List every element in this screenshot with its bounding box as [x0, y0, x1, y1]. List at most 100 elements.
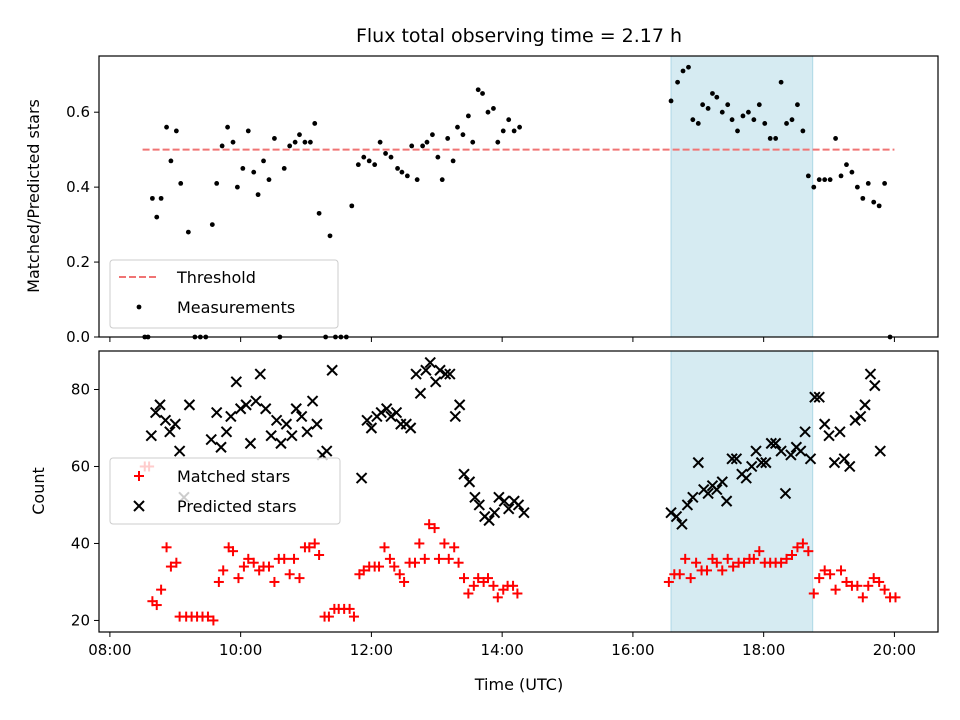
- measurement-point: [460, 132, 466, 138]
- measurement-point: [480, 91, 485, 96]
- predicted-star-point: [424, 356, 436, 369]
- measurement-point: [383, 151, 388, 156]
- axes-frame-count: [98, 350, 939, 633]
- predicted-star-point: [295, 410, 308, 423]
- predicted-star-point: [215, 441, 227, 453]
- matched-star-point: [711, 557, 722, 568]
- measurement-point: [327, 233, 333, 239]
- matched-star-point: [394, 569, 405, 580]
- matched-star-point: [680, 553, 691, 564]
- predicted-star-point: [760, 456, 772, 469]
- y-tick-label: 0.6: [66, 103, 90, 121]
- matched-star-point: [248, 557, 259, 568]
- matched-star-point: [414, 538, 425, 549]
- measurement-point: [773, 136, 779, 141]
- measurement-point: [251, 169, 257, 175]
- predicted-star-point: [404, 422, 417, 434]
- y-tick-label: 0.4: [66, 178, 90, 196]
- predicted-star-point: [769, 437, 782, 450]
- matched-star-point: [379, 542, 390, 553]
- matched-star-point: [151, 600, 162, 611]
- measurement-point: [778, 79, 784, 85]
- matched-star-point: [739, 557, 750, 568]
- predicted-star-point: [874, 445, 886, 457]
- matched-star-point: [868, 573, 879, 584]
- matched-star-point: [453, 557, 464, 568]
- predicted-star-point: [799, 426, 811, 438]
- panel-count: 08:00 10:00 12:00 14:00 16:00 18:00 20:00 20 40 6…: [29, 350, 939, 694]
- measurement-point: [168, 158, 174, 164]
- measurement-point: [404, 173, 410, 179]
- measurement-point: [767, 136, 773, 141]
- matched-star-point: [814, 573, 825, 584]
- predicted-star-point: [244, 437, 257, 450]
- predicted-star-point: [750, 445, 762, 457]
- matched-star-point: [492, 592, 503, 603]
- predicted-star-point: [854, 410, 867, 423]
- predicted-star-point: [849, 414, 861, 426]
- predicted-star-point: [687, 491, 699, 503]
- legend-swatch-matched: [134, 471, 144, 481]
- predicted-star-point: [458, 468, 470, 480]
- measurement-point: [302, 139, 308, 145]
- predicted-star-point: [439, 368, 452, 380]
- legend-swatch-predicted: [133, 500, 145, 512]
- matched-star-point: [443, 553, 454, 564]
- matched-star-point: [344, 603, 355, 614]
- measurement-point: [455, 124, 460, 130]
- predicted-star-point: [463, 476, 476, 488]
- measurement-point: [312, 121, 318, 126]
- predicted-star-point: [869, 379, 881, 392]
- matched-star-point: [717, 565, 728, 576]
- measurement-point: [871, 199, 877, 205]
- measurement-point: [849, 169, 855, 175]
- measurement-point: [414, 177, 420, 183]
- measurement-point: [746, 109, 751, 115]
- matched-star-point: [161, 542, 172, 553]
- measurement-point: [751, 117, 757, 123]
- matched-star-point: [488, 580, 499, 591]
- matched-star-point: [663, 576, 674, 587]
- measurement-point: [158, 195, 164, 201]
- predicted-star-point: [828, 456, 841, 469]
- measurement-point: [485, 109, 491, 115]
- predicted-star-point: [834, 426, 846, 438]
- predicted-star-point: [210, 406, 223, 419]
- measurement-point: [816, 177, 822, 183]
- predicted-star-point: [380, 403, 393, 415]
- matched-star-point: [358, 565, 369, 576]
- measurement-point: [266, 177, 272, 183]
- measurement-point: [517, 124, 522, 130]
- measurement-point: [795, 102, 800, 108]
- matched-star-point: [857, 592, 868, 603]
- measurement-point: [292, 139, 298, 145]
- measurement-point: [740, 113, 746, 119]
- predicted-star-point: [429, 376, 442, 388]
- predicted-star-point: [498, 495, 511, 507]
- measurement-point: [395, 166, 400, 171]
- predicted-star-point: [838, 453, 851, 465]
- predicted-star-point: [254, 368, 266, 380]
- predicted-star-point: [220, 426, 233, 438]
- predicted-star-point: [702, 487, 714, 500]
- measurement-point: [822, 177, 828, 183]
- x-tick-label: 20:00: [873, 641, 916, 659]
- predicted-star-point: [164, 426, 176, 438]
- matched-star-point: [289, 553, 300, 564]
- measurement-point: [686, 64, 691, 70]
- predicted-star-point: [795, 445, 807, 457]
- matched-star-point: [314, 550, 325, 561]
- y-tick-label: 0.2: [66, 253, 90, 271]
- matched-star-point: [722, 553, 733, 564]
- measurement-point: [495, 139, 501, 145]
- predicted-star-point: [385, 410, 397, 423]
- measurement-point: [805, 173, 811, 179]
- measurement-point: [838, 173, 844, 179]
- matched-star-point: [463, 588, 474, 599]
- x-tick-label: 14:00: [481, 641, 524, 659]
- predicted-star-point: [169, 418, 181, 430]
- predicted-star-point: [390, 406, 403, 419]
- measurement-point: [430, 132, 435, 138]
- matched-star-point: [728, 561, 739, 572]
- measurement-point: [800, 128, 806, 134]
